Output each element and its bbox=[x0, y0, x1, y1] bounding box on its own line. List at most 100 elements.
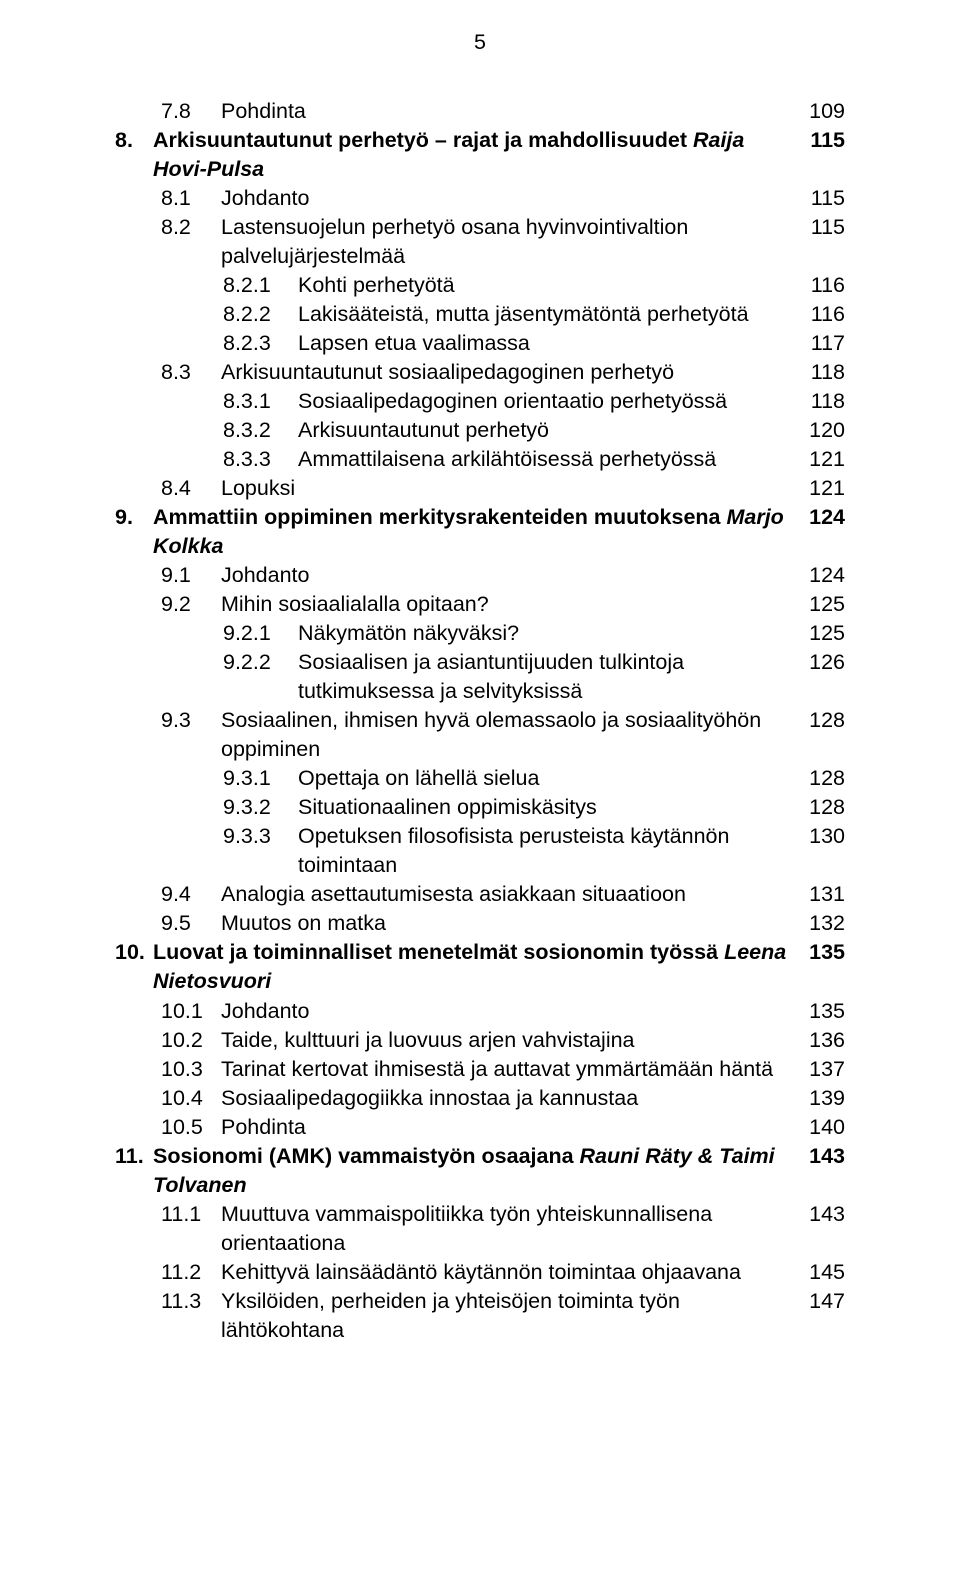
toc-number: 9.1 bbox=[161, 561, 221, 590]
toc-number: 8.3.1 bbox=[223, 387, 298, 416]
toc-number: 10.3 bbox=[161, 1055, 221, 1084]
toc-label: Johdanto bbox=[221, 184, 790, 213]
toc-page: 115 bbox=[790, 126, 845, 155]
toc-number: 8.2.2 bbox=[223, 300, 298, 329]
toc-label: Taide, kulttuuri ja luovuus arjen vahvis… bbox=[221, 1026, 790, 1055]
toc-entry: 8.2.2Lakisääteistä, mutta jäsentymätöntä… bbox=[115, 300, 845, 329]
toc-label: Analogia asettautumisesta asiakkaan situ… bbox=[221, 880, 790, 909]
toc-page: 120 bbox=[790, 416, 845, 445]
toc-entry: 8.3.2Arkisuuntautunut perhetyö120 bbox=[115, 416, 845, 445]
page-number: 5 bbox=[115, 28, 845, 57]
toc-number: 9.2.1 bbox=[223, 619, 298, 648]
toc-number: 9. bbox=[115, 503, 153, 532]
toc-number: 9.3.2 bbox=[223, 793, 298, 822]
toc-page: 147 bbox=[790, 1287, 845, 1316]
toc-page: 128 bbox=[790, 764, 845, 793]
toc-page: 143 bbox=[790, 1200, 845, 1229]
toc-entry: 10.3Tarinat kertovat ihmisestä ja auttav… bbox=[115, 1055, 845, 1084]
toc-number: 8.2.1 bbox=[223, 271, 298, 300]
toc-label: Tarinat kertovat ihmisestä ja auttavat y… bbox=[221, 1055, 790, 1084]
toc-entry: 11.3Yksilöiden, perheiden ja yhteisöjen … bbox=[115, 1287, 845, 1345]
toc-number: 8.3 bbox=[161, 358, 221, 387]
toc-page: 125 bbox=[790, 590, 845, 619]
toc-label: Sosiaalipedagogiikka innostaa ja kannust… bbox=[221, 1084, 790, 1113]
toc-label: Lopuksi bbox=[221, 474, 790, 503]
toc-entry: 9.2.1Näkymätön näkyväksi?125 bbox=[115, 619, 845, 648]
toc-label: Muutos on matka bbox=[221, 909, 790, 938]
toc-page: 125 bbox=[790, 619, 845, 648]
toc-page: 135 bbox=[790, 997, 845, 1026]
toc-label: Lakisääteistä, mutta jäsentymätöntä perh… bbox=[298, 300, 790, 329]
toc-number: 9.3 bbox=[161, 706, 221, 735]
toc-entry: 10.1Johdanto135 bbox=[115, 997, 845, 1026]
toc-entry: 11.2Kehittyvä lainsäädäntö käytännön toi… bbox=[115, 1258, 845, 1287]
toc-page: 116 bbox=[790, 271, 845, 300]
toc-page: 130 bbox=[790, 822, 845, 851]
toc-label: Sosionomi (AMK) vammaistyön osaajana Rau… bbox=[153, 1142, 790, 1200]
toc-label: Kohti perhetyötä bbox=[298, 271, 790, 300]
toc-entry: 10.2Taide, kulttuuri ja luovuus arjen va… bbox=[115, 1026, 845, 1055]
toc-entry: 9.1Johdanto124 bbox=[115, 561, 845, 590]
toc-label: Ammattiin oppiminen merkitysrakenteiden … bbox=[153, 503, 790, 561]
toc-label: Situationaalinen oppimiskäsitys bbox=[298, 793, 790, 822]
toc-page: 126 bbox=[790, 648, 845, 677]
toc-label: Arkisuuntautunut perhetyö bbox=[298, 416, 790, 445]
toc-label: Sosiaalisen ja asiantuntijuuden tulkinto… bbox=[298, 648, 790, 706]
toc-label: Johdanto bbox=[221, 561, 790, 590]
toc-page: 121 bbox=[790, 445, 845, 474]
toc-entry: 9.3.2Situationaalinen oppimiskäsitys128 bbox=[115, 793, 845, 822]
toc-label: Arkisuuntautunut perhetyö – rajat ja mah… bbox=[153, 126, 790, 184]
toc-entry: 8.3.3Ammattilaisena arkilähtöisessä perh… bbox=[115, 445, 845, 474]
toc-page: 115 bbox=[790, 213, 845, 242]
toc-label: Sosiaalinen, ihmisen hyvä olemassaolo ja… bbox=[221, 706, 790, 764]
toc-page: 139 bbox=[790, 1084, 845, 1113]
toc-number: 8.2 bbox=[161, 213, 221, 242]
toc-page: 143 bbox=[790, 1142, 845, 1171]
toc-label: Opettaja on lähellä sielua bbox=[298, 764, 790, 793]
toc-entry: 8.2.1Kohti perhetyötä116 bbox=[115, 271, 845, 300]
toc-page: 109 bbox=[790, 97, 845, 126]
toc-entry: 10.5Pohdinta140 bbox=[115, 1113, 845, 1142]
toc-page: 118 bbox=[790, 387, 845, 416]
toc-number: 8. bbox=[115, 126, 153, 155]
toc-label: Mihin sosiaalialalla opitaan? bbox=[221, 590, 790, 619]
toc-page: 132 bbox=[790, 909, 845, 938]
toc-page: 124 bbox=[790, 503, 845, 532]
toc-number: 9.3.1 bbox=[223, 764, 298, 793]
toc-number: 9.4 bbox=[161, 880, 221, 909]
toc-label: Lastensuojelun perhetyö osana hyvinvoint… bbox=[221, 213, 790, 271]
toc-number: 9.2 bbox=[161, 590, 221, 619]
toc-number: 9.5 bbox=[161, 909, 221, 938]
toc-entry: 9.4Analogia asettautumisesta asiakkaan s… bbox=[115, 880, 845, 909]
toc-number: 10.1 bbox=[161, 997, 221, 1026]
toc-number: 8.3.2 bbox=[223, 416, 298, 445]
toc-label: Ammattilaisena arkilähtöisessä perhetyös… bbox=[298, 445, 790, 474]
toc-page: 137 bbox=[790, 1055, 845, 1084]
toc-entry: 10.Luovat ja toiminnalliset menetelmät s… bbox=[115, 938, 845, 996]
toc-page: 124 bbox=[790, 561, 845, 590]
toc-entry: 9.3.1Opettaja on lähellä sielua128 bbox=[115, 764, 845, 793]
toc-number: 8.4 bbox=[161, 474, 221, 503]
toc-number: 10.4 bbox=[161, 1084, 221, 1113]
toc-entry: 8.4Lopuksi121 bbox=[115, 474, 845, 503]
toc-label: Luovat ja toiminnalliset menetelmät sosi… bbox=[153, 938, 790, 996]
toc-number: 11. bbox=[115, 1142, 153, 1171]
document-page: 5 7.8Pohdinta1098.Arkisuuntautunut perhe… bbox=[0, 0, 960, 1591]
toc-number: 8.1 bbox=[161, 184, 221, 213]
toc-number: 7.8 bbox=[161, 97, 221, 126]
toc-page: 131 bbox=[790, 880, 845, 909]
toc-entry: 7.8Pohdinta109 bbox=[115, 97, 845, 126]
toc-entry: 8.3.1Sosiaalipedagoginen orientaatio per… bbox=[115, 387, 845, 416]
toc-entry: 8.Arkisuuntautunut perhetyö – rajat ja m… bbox=[115, 126, 845, 184]
toc-number: 10. bbox=[115, 938, 153, 967]
toc-number: 11.3 bbox=[161, 1287, 221, 1316]
toc-label: Arkisuuntautunut sosiaalipedagoginen per… bbox=[221, 358, 790, 387]
toc-label: Opetuksen filosofisista perusteista käyt… bbox=[298, 822, 790, 880]
toc-entry: 9.2Mihin sosiaalialalla opitaan?125 bbox=[115, 590, 845, 619]
toc-label: Kehittyvä lainsäädäntö käytännön toimint… bbox=[221, 1258, 790, 1287]
toc-entry: 8.1Johdanto115 bbox=[115, 184, 845, 213]
toc-label: Pohdinta bbox=[221, 1113, 790, 1142]
toc-page: 135 bbox=[790, 938, 845, 967]
toc-page: 118 bbox=[790, 358, 845, 387]
toc-number: 10.2 bbox=[161, 1026, 221, 1055]
